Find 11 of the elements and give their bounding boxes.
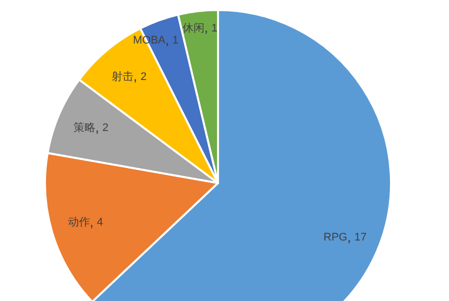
data-label: 2 — [102, 122, 108, 134]
slice-label: 射击 — [111, 70, 134, 83]
data-label: 17 — [354, 232, 367, 244]
data-label: 2 — [140, 70, 147, 83]
slice-label: 策略 — [73, 122, 96, 134]
data-label: 4 — [96, 216, 103, 229]
slice-label: 动作 — [68, 216, 90, 229]
slice-label: 休闲 — [182, 22, 204, 34]
slice-label: RPG — [324, 232, 348, 244]
data-label: 1 — [211, 22, 218, 34]
data-label: 1 — [172, 34, 179, 47]
